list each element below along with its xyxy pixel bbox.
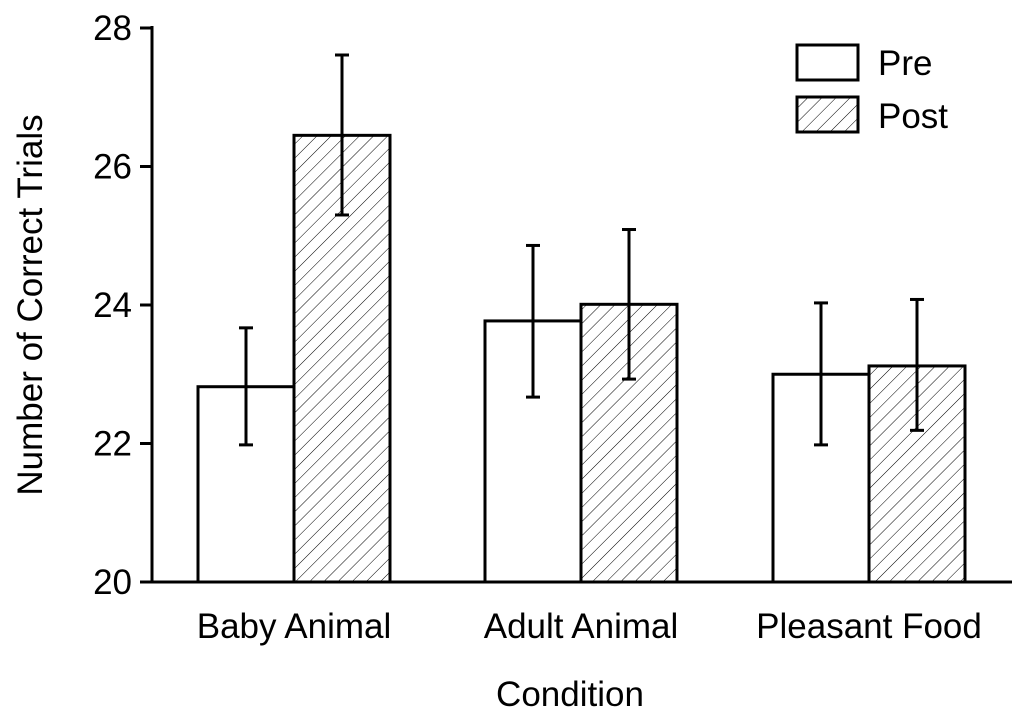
y-tick-label: 20 [93, 563, 132, 602]
y-tick-label: 26 [93, 148, 132, 187]
legend-label-post: Post [878, 97, 948, 136]
error-bar-post-1 [335, 53, 349, 217]
error-bar-post-2 [622, 228, 636, 381]
legend: Pre Post [795, 43, 948, 136]
error-bar-pre-2 [526, 243, 540, 399]
y-tick-label: 22 [93, 425, 132, 464]
y-tick-label: 24 [93, 286, 132, 325]
legend-label-pre: Pre [878, 44, 932, 83]
error-bar-pre-1 [239, 326, 253, 447]
x-tick-label: Baby Animal [197, 607, 392, 646]
y-tick-label: 28 [93, 9, 132, 48]
legend-swatch-post [795, 95, 860, 134]
error-bar-pre-3 [814, 301, 828, 447]
error-bar-post-3 [910, 297, 924, 432]
x-tick-label: Adult Animal [484, 607, 679, 646]
legend-swatch-pre [795, 43, 860, 82]
x-tick-label: Pleasant Food [756, 607, 982, 646]
y-axis-label: Number of Correct Trials [11, 114, 50, 495]
x-axis-label: Condition [496, 675, 644, 714]
